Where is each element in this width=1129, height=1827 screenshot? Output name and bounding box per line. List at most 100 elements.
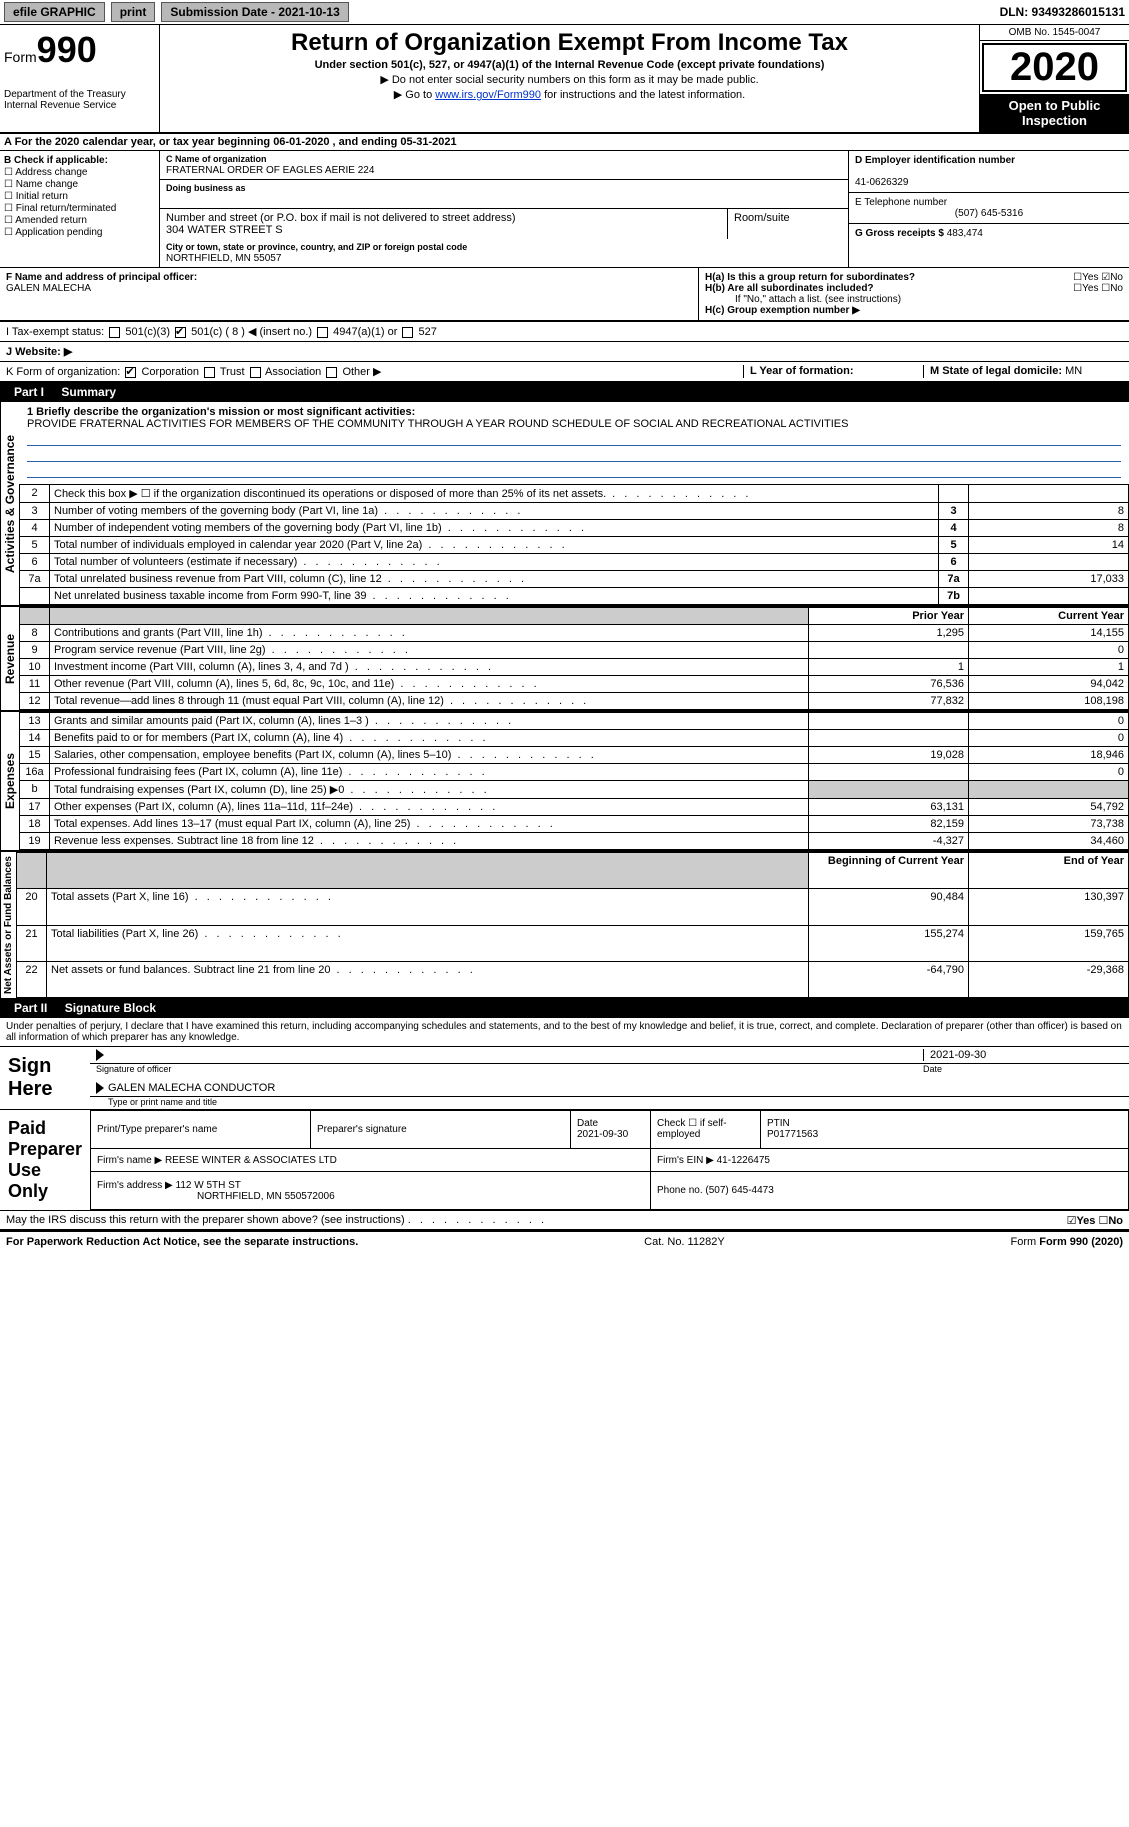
chk-other[interactable] bbox=[326, 367, 337, 378]
chk-trust[interactable] bbox=[204, 367, 215, 378]
chk-501c3[interactable] bbox=[109, 327, 120, 338]
officer-name-title: GALEN MALECHA CONDUCTOR bbox=[108, 1082, 275, 1094]
hb-note: If "No," attach a list. (see instruction… bbox=[705, 294, 1123, 305]
mission-text: PROVIDE FRATERNAL ACTIVITIES FOR MEMBERS… bbox=[27, 418, 848, 430]
firm-ein-lbl: Firm's EIN ▶ bbox=[657, 1155, 714, 1166]
note-post: for instructions and the latest informat… bbox=[541, 89, 745, 101]
rule-line bbox=[27, 464, 1121, 478]
city-lbl: City or town, state or province, country… bbox=[166, 242, 467, 252]
chk-corp[interactable] bbox=[125, 367, 136, 378]
net-section: Net Assets or Fund Balances Beginning of… bbox=[0, 850, 1129, 998]
gov-section: Activities & Governance 1 Briefly descri… bbox=[0, 402, 1129, 605]
prep-name-lbl: Print/Type preparer's name bbox=[91, 1111, 311, 1149]
k-lbl: K Form of organization: bbox=[6, 366, 120, 378]
part2-title: Signature Block bbox=[65, 1001, 156, 1015]
entity-info: B Check if applicable: ☐ Address change … bbox=[0, 151, 1129, 268]
chk-final[interactable]: ☐ Final return/terminated bbox=[4, 203, 155, 214]
gross-receipts: 483,474 bbox=[947, 228, 983, 239]
hb-no[interactable]: No bbox=[1110, 283, 1123, 294]
name-title-lbl: Type or print name and title bbox=[90, 1097, 1129, 1107]
print-button[interactable]: print bbox=[111, 2, 156, 22]
k-row: K Form of organization: Corporation Trus… bbox=[0, 362, 1129, 382]
hb-lbl: H(b) Are all subordinates included? bbox=[705, 283, 874, 294]
side-gov: Activities & Governance bbox=[0, 402, 19, 605]
arrow-icon bbox=[96, 1082, 104, 1094]
discuss-yes[interactable]: Yes bbox=[1076, 1215, 1095, 1227]
chk-pending[interactable]: ☐ Application pending bbox=[4, 227, 155, 238]
part2-header: Part II Signature Block bbox=[0, 998, 1129, 1018]
rule-line bbox=[27, 432, 1121, 446]
sig-date-lbl: Date bbox=[923, 1064, 1123, 1074]
form-ref: Form 990 (2020) bbox=[1039, 1236, 1123, 1248]
street: 304 WATER STREET S bbox=[166, 224, 283, 236]
side-rev: Revenue bbox=[0, 607, 19, 710]
dept-label: Department of the Treasury Internal Reve… bbox=[4, 89, 155, 111]
open-inspection: Open to Public Inspection bbox=[980, 94, 1129, 132]
part1-header: Part I Summary bbox=[0, 382, 1129, 402]
sig-date: 2021-09-30 bbox=[923, 1049, 1123, 1061]
exp-table: 13Grants and similar amounts paid (Part … bbox=[19, 712, 1129, 850]
chk-527[interactable] bbox=[402, 327, 413, 338]
dln: DLN: 93493286015131 bbox=[1000, 5, 1125, 19]
efile-button[interactable]: efile GRAPHIC bbox=[4, 2, 105, 22]
sign-here-block: Sign Here 2021-09-30 Signature of office… bbox=[0, 1046, 1129, 1109]
line-a: A For the 2020 calendar year, or tax yea… bbox=[0, 134, 1129, 151]
side-net: Net Assets or Fund Balances bbox=[0, 852, 16, 998]
tax-exempt-row: I Tax-exempt status: 501(c)(3) 501(c) ( … bbox=[0, 321, 1129, 342]
note-pre: ▶ Go to bbox=[394, 89, 435, 101]
form-990-number: 990 bbox=[37, 29, 97, 70]
chk-assoc[interactable] bbox=[250, 367, 261, 378]
tax-year: 2020 bbox=[982, 43, 1127, 92]
prep-sig-lbl: Preparer's signature bbox=[311, 1111, 571, 1149]
note-link: ▶ Go to www.irs.gov/Form990 for instruct… bbox=[168, 88, 971, 101]
sig-declaration: Under penalties of perjury, I declare th… bbox=[0, 1018, 1129, 1046]
ha-no[interactable]: No bbox=[1110, 272, 1123, 283]
hb-yes[interactable]: Yes bbox=[1082, 283, 1098, 294]
chk-name[interactable]: ☐ Name change bbox=[4, 179, 155, 190]
b-label: B Check if applicable: bbox=[4, 155, 155, 166]
i-lbl: I Tax-exempt status: bbox=[6, 326, 104, 338]
cat-no: Cat. No. 11282Y bbox=[644, 1236, 725, 1248]
ha-lbl: H(a) Is this a group return for subordin… bbox=[705, 272, 915, 283]
telephone: (507) 645-5316 bbox=[855, 208, 1123, 219]
arrow-icon bbox=[96, 1049, 104, 1061]
form-title: Return of Organization Exempt From Incom… bbox=[168, 29, 971, 57]
chk-address[interactable]: ☐ Address change bbox=[4, 167, 155, 178]
rev-section: Revenue Prior YearCurrent Year8Contribut… bbox=[0, 605, 1129, 710]
part2-num: Part II bbox=[8, 1001, 53, 1015]
pra-notice: For Paperwork Reduction Act Notice, see … bbox=[6, 1236, 358, 1248]
officer-name: GALEN MALECHA bbox=[6, 283, 91, 294]
irs-link[interactable]: www.irs.gov/Form990 bbox=[435, 89, 541, 101]
opt-corp: Corporation bbox=[141, 366, 198, 378]
ptin: P01771563 bbox=[767, 1129, 818, 1140]
rule-line bbox=[27, 448, 1121, 462]
ha-yes[interactable]: Yes bbox=[1082, 272, 1098, 283]
discuss-row: May the IRS discuss this return with the… bbox=[0, 1210, 1129, 1230]
chk-4947[interactable] bbox=[317, 327, 328, 338]
gov-table: 2Check this box ▶ ☐ if the organization … bbox=[19, 484, 1129, 605]
opt-501c: 501(c) ( 8 ) ◀ (insert no.) bbox=[191, 326, 312, 338]
part1-title: Summary bbox=[61, 385, 116, 399]
self-emp-lbl[interactable]: Check ☐ if self-employed bbox=[651, 1111, 761, 1149]
firm-addr2: NORTHFIELD, MN 550572006 bbox=[97, 1191, 335, 1202]
opt-527: 527 bbox=[419, 326, 437, 338]
mission-lbl: 1 Briefly describe the organization's mi… bbox=[27, 406, 415, 418]
prep-date: 2021-09-30 bbox=[577, 1129, 628, 1140]
discuss-text: May the IRS discuss this return with the… bbox=[6, 1214, 405, 1226]
website-row: J Website: ▶ bbox=[0, 342, 1129, 362]
chk-501c[interactable] bbox=[175, 327, 186, 338]
discuss-no[interactable]: No bbox=[1108, 1215, 1123, 1227]
side-exp: Expenses bbox=[0, 712, 19, 850]
form-number: Form990 bbox=[4, 29, 155, 71]
topbar: efile GRAPHIC print Submission Date - 20… bbox=[0, 0, 1129, 25]
chk-amended[interactable]: ☐ Amended return bbox=[4, 215, 155, 226]
f-lbl: F Name and address of principal officer: bbox=[6, 272, 197, 283]
street-lbl: Number and street (or P.O. box if mail i… bbox=[166, 212, 516, 224]
under-section: Under section 501(c), 527, or 4947(a)(1)… bbox=[168, 59, 971, 71]
hc-lbl: H(c) Group exemption number ▶ bbox=[705, 305, 860, 316]
firm-ein: 41-1226475 bbox=[717, 1155, 770, 1166]
part1-num: Part I bbox=[8, 385, 50, 399]
ptin-lbl: PTIN bbox=[767, 1118, 790, 1129]
officer-group-row: F Name and address of principal officer:… bbox=[0, 268, 1129, 321]
chk-initial[interactable]: ☐ Initial return bbox=[4, 191, 155, 202]
